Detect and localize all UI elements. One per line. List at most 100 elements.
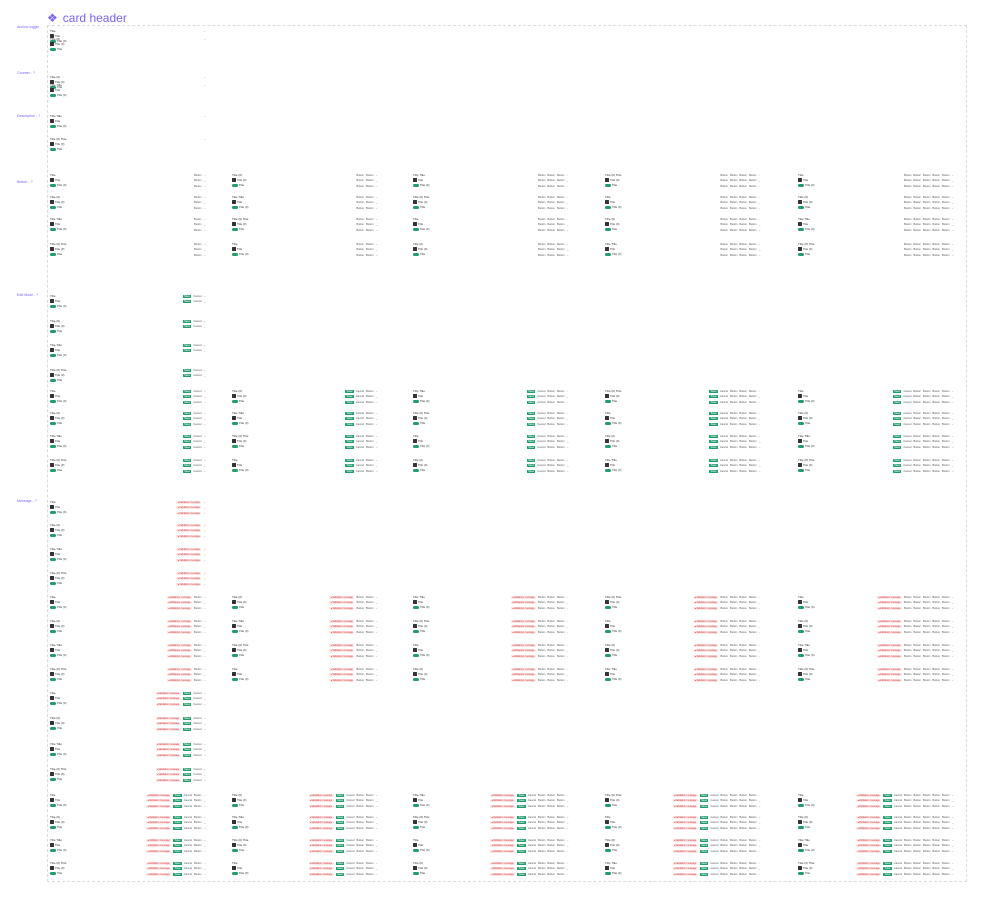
toggle-switch[interactable] (798, 252, 804, 256)
checkbox-icon[interactable] (605, 843, 609, 847)
chevron-down-icon[interactable]: ⌄ (203, 411, 206, 415)
chevron-down-icon[interactable]: ⌄ (375, 206, 378, 211)
chevron-down-icon[interactable]: ⌄ (203, 184, 206, 189)
action-button[interactable]: Button (356, 799, 364, 803)
chevron-down-icon[interactable]: ⌄ (758, 624, 761, 629)
chevron-down-icon[interactable]: ⌄ (375, 643, 378, 647)
toggle-switch[interactable] (50, 147, 56, 151)
action-button[interactable]: Button (941, 804, 950, 808)
action-button[interactable]: Button (903, 173, 912, 177)
cancel-button[interactable]: Cancel (193, 702, 202, 706)
chevron-down-icon[interactable]: ⌄ (566, 826, 569, 831)
action-button[interactable]: Button (903, 838, 912, 842)
action-button[interactable]: Button (537, 195, 546, 199)
save-button[interactable]: Save (335, 861, 345, 865)
action-button[interactable]: Button (537, 815, 546, 819)
cancel-button[interactable]: Cancel (183, 838, 192, 842)
chevron-down-icon[interactable]: ⌄ (566, 872, 569, 877)
action-button[interactable]: Button (556, 400, 565, 404)
action-button[interactable]: Button (547, 867, 555, 871)
action-button[interactable]: Button (556, 821, 565, 825)
chevron-down-icon[interactable]: ⌄ (375, 247, 378, 252)
chevron-down-icon[interactable]: ⌄ (758, 630, 761, 635)
action-button[interactable]: Button (365, 469, 374, 473)
cancel-button[interactable]: Cancel (346, 799, 355, 803)
chevron-down-icon[interactable]: ⌄ (566, 843, 569, 848)
action-button[interactable]: Button (748, 799, 757, 803)
action-button[interactable]: Button (903, 248, 912, 252)
action-button[interactable]: Button (193, 606, 202, 610)
action-button[interactable]: Button (537, 223, 546, 227)
action-button[interactable]: Button (922, 844, 931, 848)
action-button[interactable]: Button (556, 223, 565, 227)
chevron-down-icon[interactable]: ⌄ (203, 37, 206, 41)
chevron-down-icon[interactable]: ⌄ (758, 178, 761, 183)
chevron-down-icon[interactable]: ⌄ (375, 861, 378, 865)
action-button[interactable]: Button (922, 195, 931, 199)
checkbox-icon[interactable] (798, 600, 802, 604)
cancel-button[interactable]: Cancel (719, 440, 728, 444)
action-button[interactable]: Button (556, 606, 565, 610)
action-button[interactable]: Button (537, 625, 546, 629)
cancel-button[interactable]: Cancel (355, 440, 364, 444)
action-button[interactable]: Button (547, 654, 555, 658)
chevron-down-icon[interactable]: ⌄ (951, 654, 954, 659)
action-button[interactable]: Button (941, 228, 950, 232)
action-button[interactable]: Button (922, 867, 931, 871)
save-button[interactable]: Save (699, 793, 709, 797)
chevron-down-icon[interactable]: ⌄ (758, 600, 761, 605)
action-button[interactable]: Button (729, 195, 738, 199)
save-button[interactable]: Save (173, 793, 182, 797)
toggle-switch[interactable] (232, 653, 238, 657)
checkbox-icon[interactable] (413, 600, 417, 604)
action-button[interactable]: Button (547, 838, 555, 842)
save-button[interactable]: Save (335, 804, 345, 808)
action-button[interactable]: Button (922, 434, 931, 438)
checkbox-icon[interactable] (413, 200, 417, 204)
action-button[interactable]: Button (739, 422, 747, 426)
chevron-down-icon[interactable]: ⌄ (951, 849, 954, 854)
chevron-down-icon[interactable]: ⌄ (203, 29, 206, 33)
action-button[interactable]: Button (729, 411, 738, 415)
action-button[interactable]: Button (739, 173, 747, 177)
chevron-down-icon[interactable]: ⌄ (566, 445, 569, 450)
action-button[interactable]: Button (193, 667, 202, 671)
action-button[interactable]: Button (941, 389, 950, 393)
save-button[interactable]: Save (182, 368, 192, 372)
action-button[interactable]: Button (365, 411, 374, 415)
checkbox-icon[interactable] (798, 200, 802, 204)
action-button[interactable]: Button (748, 411, 757, 415)
chevron-down-icon[interactable]: ⌄ (758, 820, 761, 825)
save-button[interactable]: Save (892, 417, 902, 421)
chevron-down-icon[interactable]: ⌄ (375, 849, 378, 854)
chevron-down-icon[interactable]: ⌄ (203, 742, 206, 746)
action-button[interactable]: Button (547, 643, 555, 647)
chevron-down-icon[interactable]: ⌄ (951, 178, 954, 183)
toggle-switch[interactable] (413, 252, 419, 256)
chevron-down-icon[interactable]: ⌄ (951, 253, 954, 258)
action-button[interactable]: Button (932, 411, 940, 415)
action-button[interactable]: Button (365, 861, 374, 865)
checkbox-icon[interactable] (50, 34, 54, 38)
action-button[interactable]: Button (913, 253, 921, 257)
action-button[interactable]: Button (720, 667, 728, 671)
cancel-button[interactable]: Cancel (527, 867, 536, 871)
chevron-down-icon[interactable]: ⌄ (203, 253, 206, 258)
action-button[interactable]: Button (922, 630, 931, 634)
chevron-down-icon[interactable]: ⌄ (203, 691, 206, 695)
action-button[interactable]: Button (365, 400, 374, 404)
action-button[interactable]: Button (913, 458, 921, 462)
chevron-down-icon[interactable]: ⌄ (203, 716, 206, 720)
cancel-button[interactable]: Cancel (710, 793, 719, 797)
toggle-switch[interactable] (50, 871, 56, 875)
chevron-down-icon[interactable]: ⌄ (203, 630, 206, 635)
action-button[interactable]: Button (903, 649, 912, 653)
chevron-down-icon[interactable]: ⌄ (375, 630, 378, 635)
action-button[interactable]: Button (547, 793, 555, 797)
toggle-switch[interactable] (413, 605, 419, 609)
action-button[interactable]: Button (932, 799, 940, 803)
action-button[interactable]: Button (748, 595, 757, 599)
chevron-down-icon[interactable]: ⌄ (566, 667, 569, 671)
action-button[interactable]: Button (932, 173, 940, 177)
action-button[interactable]: Button (913, 804, 921, 808)
